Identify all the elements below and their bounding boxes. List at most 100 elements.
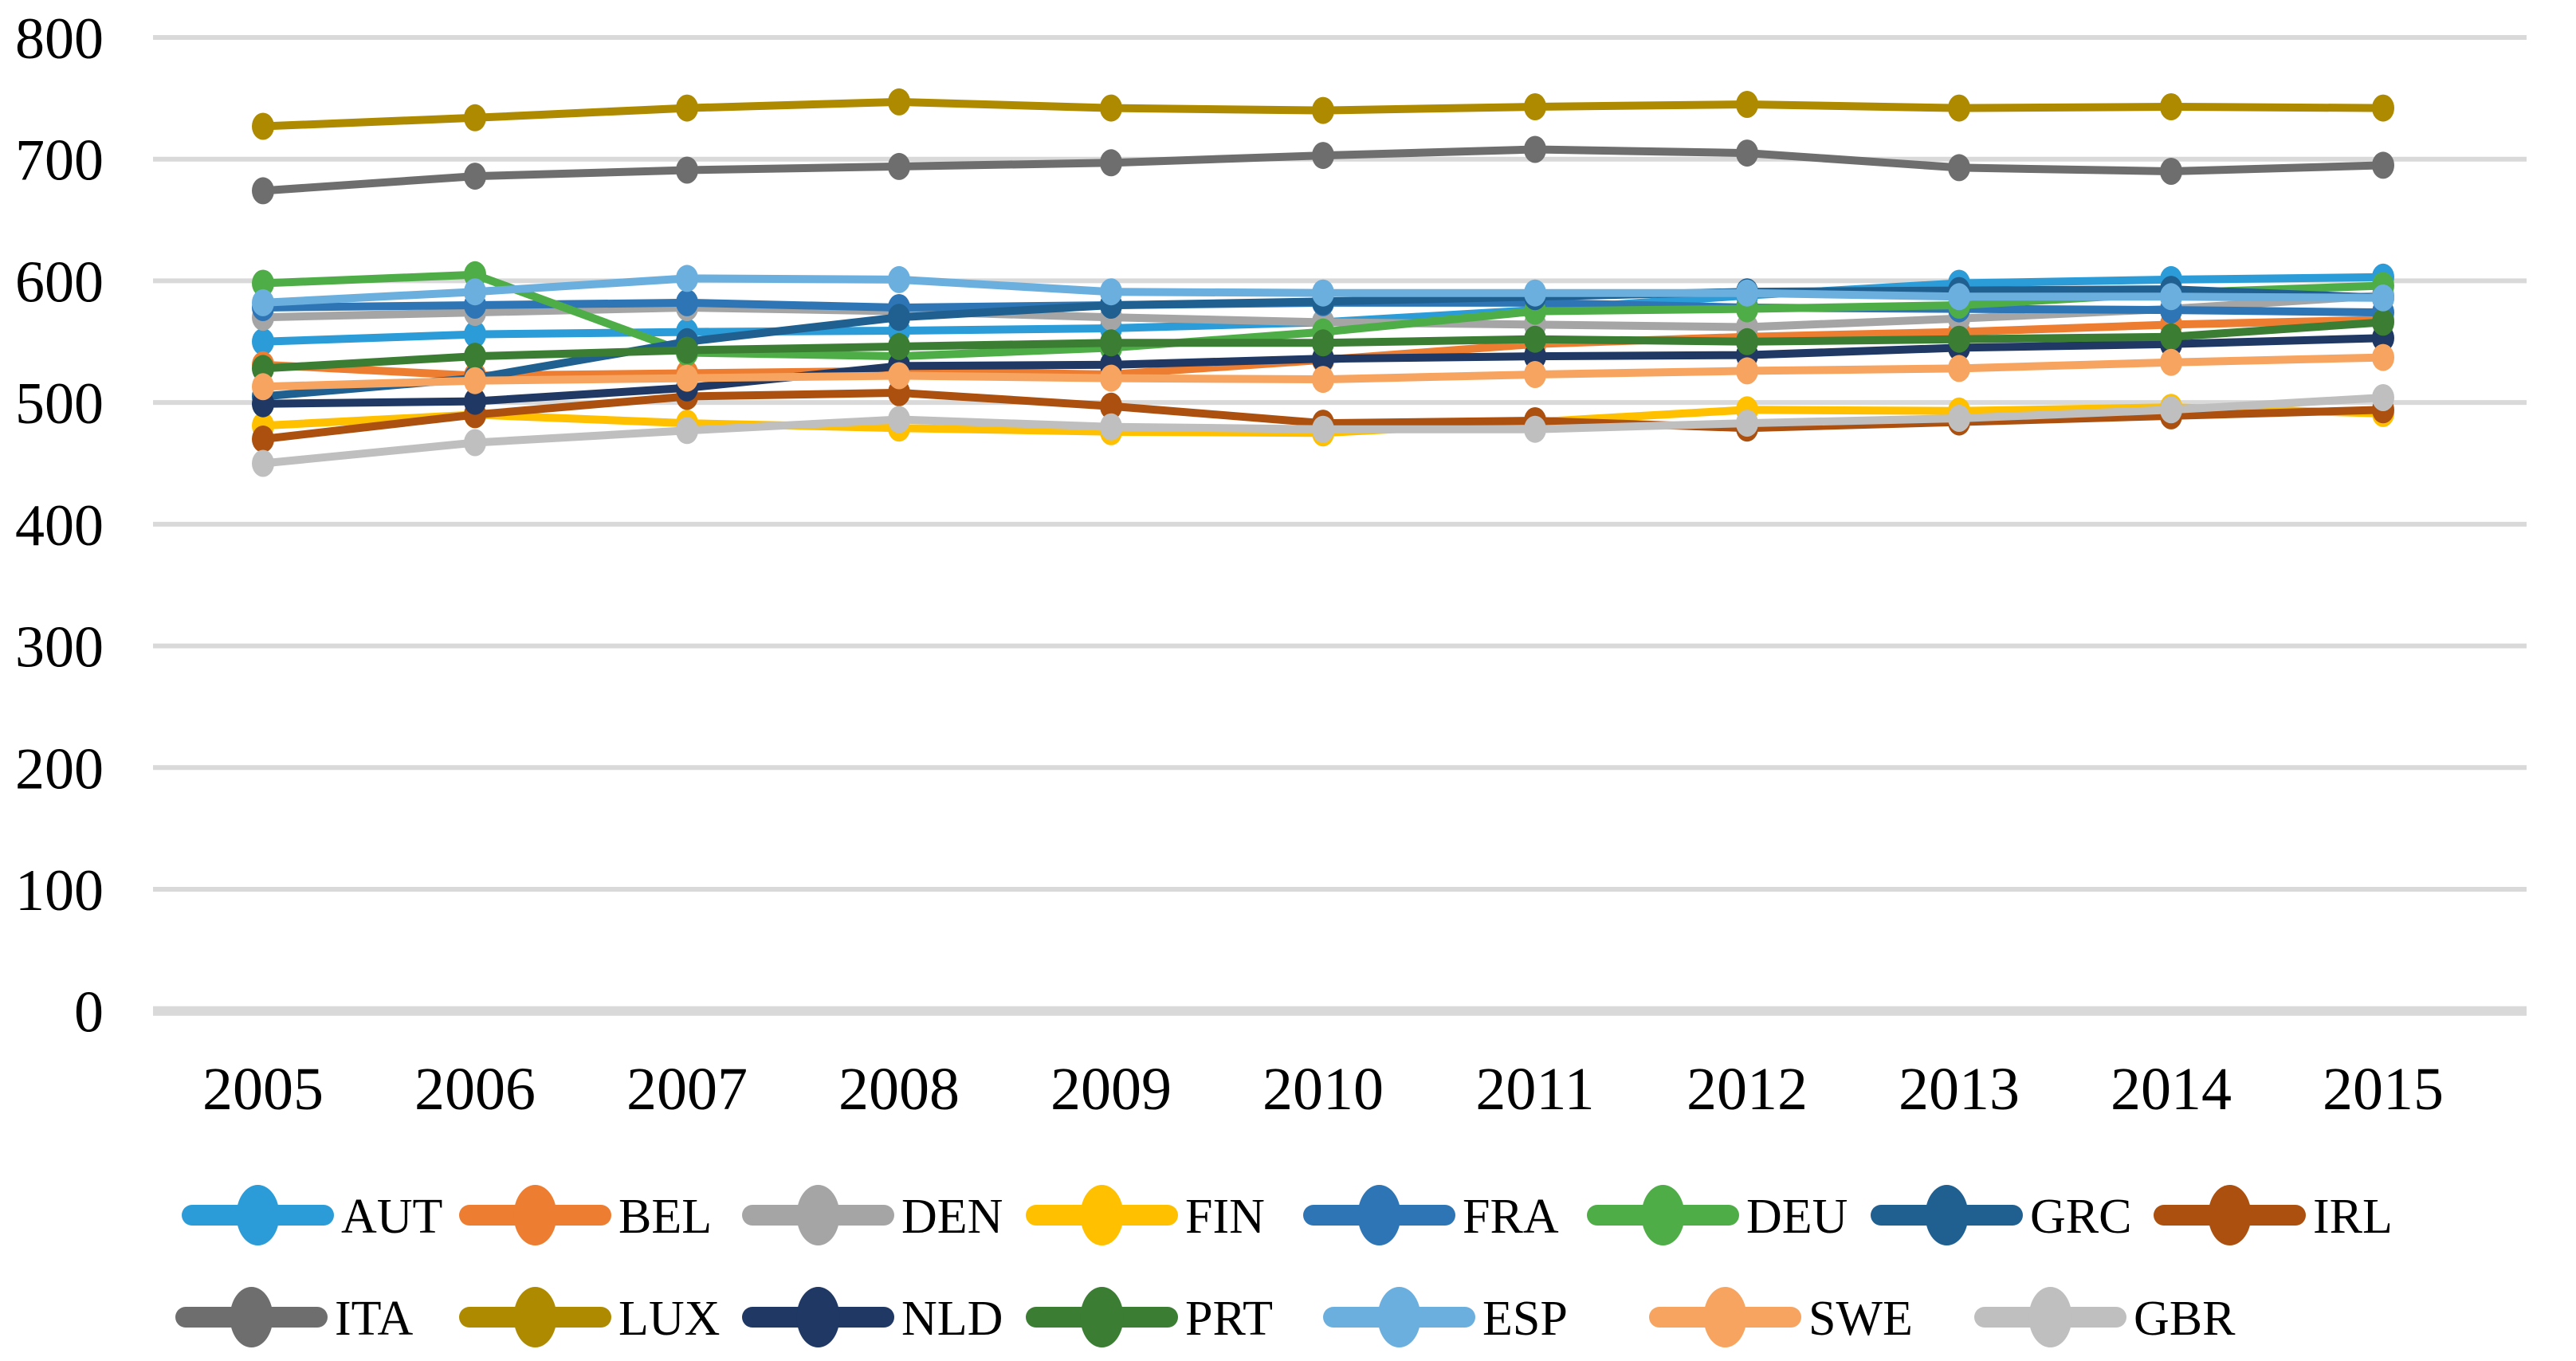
x-tick-label-2008: 2008: [838, 1056, 960, 1123]
x-tick-label-2010: 2010: [1262, 1056, 1384, 1123]
legend-swatch-marker-PRT: [1080, 1287, 1124, 1347]
legend-label-IRL: IRL: [2313, 1190, 2393, 1244]
marker-GBR-2007: [676, 417, 698, 445]
x-tick-label-2011: 2011: [1475, 1056, 1594, 1123]
legend-item-FRA: FRA: [1303, 1185, 1559, 1245]
marker-PRT-2015: [2372, 308, 2394, 336]
marker-SWE-2011: [1524, 361, 1546, 388]
marker-ITA-2015: [2372, 151, 2394, 179]
marker-PRT-2006: [464, 343, 486, 371]
legend-item-SWE: SWE: [1649, 1287, 1913, 1347]
marker-SWE-2013: [1948, 355, 1970, 382]
marker-ITA-2006: [464, 163, 486, 190]
marker-PRT-2011: [1524, 325, 1546, 353]
legend-label-NLD: NLD: [901, 1292, 1003, 1346]
legend-swatch-marker-DEU: [1641, 1185, 1685, 1245]
marker-PRT-2007: [676, 336, 698, 364]
marker-AUT-2005: [252, 328, 274, 355]
legend-label-ITA: ITA: [335, 1292, 414, 1346]
marker-ESP-2005: [252, 288, 274, 316]
marker-ESP-2009: [1100, 278, 1122, 306]
legend-item-ITA: ITA: [175, 1287, 414, 1347]
marker-ITA-2012: [1736, 139, 1758, 167]
y-tick-label-500: 500: [15, 371, 104, 437]
legend-swatch-marker-GBR: [2028, 1287, 2072, 1347]
marker-LUX-2014: [2160, 93, 2182, 120]
legend-swatch-marker-ITA: [230, 1287, 273, 1347]
series-ESP: [252, 265, 2394, 316]
marker-LUX-2015: [2372, 94, 2394, 122]
series-LUX: [252, 88, 2394, 140]
y-tick-label-800: 800: [15, 6, 104, 72]
marker-ESP-2012: [1736, 279, 1758, 307]
legend-item-NLD: NLD: [742, 1287, 1003, 1347]
marker-SWE-2012: [1736, 357, 1758, 385]
legend-label-BEL: BEL: [618, 1190, 712, 1244]
legend-label-GBR: GBR: [2134, 1292, 2236, 1346]
legend-swatch-marker-GRC: [1925, 1185, 1969, 1245]
legend-item-AUT: AUT: [182, 1185, 442, 1245]
marker-ESP-2007: [676, 265, 698, 292]
marker-ITA-2005: [252, 177, 274, 205]
legend-item-IRL: IRL: [2154, 1185, 2393, 1245]
marker-ESP-2010: [1312, 279, 1334, 307]
legend-item-LUX: LUX: [459, 1287, 720, 1347]
legend-label-AUT: AUT: [341, 1190, 442, 1244]
legend-item-GBR: GBR: [1974, 1287, 2236, 1347]
marker-ESP-2013: [1948, 283, 1970, 311]
legend-label-GRC: GRC: [2030, 1190, 2131, 1244]
marker-LUX-2006: [464, 104, 486, 131]
legend-label-LUX: LUX: [618, 1292, 720, 1346]
legend-item-ESP: ESP: [1323, 1287, 1568, 1347]
y-tick-label-100: 100: [15, 858, 104, 924]
marker-GBR-2010: [1312, 415, 1334, 443]
x-tick-label-2015: 2015: [2323, 1056, 2444, 1123]
legend-label-ESP: ESP: [1482, 1292, 1568, 1346]
marker-PRT-2010: [1312, 329, 1334, 357]
marker-ESP-2011: [1524, 279, 1546, 307]
marker-GBR-2008: [888, 406, 910, 433]
legend-item-GRC: GRC: [1871, 1185, 2131, 1245]
marker-IRL-2005: [252, 426, 274, 453]
marker-PRT-2014: [2160, 323, 2182, 351]
marker-GBR-2011: [1524, 415, 1546, 443]
legend-swatch-marker-DEN: [796, 1185, 840, 1245]
legend-row-2: ITA LUX NLD PRT ESP SWE GBR: [175, 1287, 2236, 1347]
marker-SWE-2015: [2372, 343, 2394, 371]
marker-ITA-2011: [1524, 135, 1546, 163]
x-axis-tick-labels: 2005 2006 2007 2008 2009 2010 2011 2012 2013 2014…: [202, 1056, 2444, 1123]
marker-IRL-2009: [1100, 392, 1122, 420]
marker-GRC-2008: [888, 304, 910, 331]
legend-label-DEN: DEN: [901, 1190, 1003, 1244]
series-ITA: [252, 135, 2394, 205]
y-tick-label-600: 600: [15, 249, 104, 315]
marker-ESP-2014: [2160, 283, 2182, 311]
legend-row-1: AUT BEL DEN FIN FRA DEU GRC IRL: [182, 1185, 2393, 1245]
x-tick-label-2014: 2014: [2111, 1056, 2232, 1123]
x-tick-label-2006: 2006: [414, 1056, 536, 1123]
marker-GBR-2009: [1100, 413, 1122, 441]
legend-item-DEU: DEU: [1587, 1185, 1848, 1245]
marker-ITA-2007: [676, 156, 698, 184]
legend-label-SWE: SWE: [1808, 1292, 1913, 1346]
y-tick-label-0: 0: [74, 980, 104, 1045]
marker-ESP-2006: [464, 278, 486, 306]
marker-GBR-2006: [464, 429, 486, 457]
marker-ITA-2010: [1312, 142, 1334, 170]
y-tick-label-300: 300: [15, 615, 104, 680]
marker-PRT-2013: [1948, 325, 1970, 353]
marker-GBR-2005: [252, 449, 274, 477]
marker-LUX-2013: [1948, 94, 1970, 122]
x-tick-label-2009: 2009: [1050, 1056, 1172, 1123]
marker-GBR-2015: [2372, 384, 2394, 411]
legend-swatch-marker-AUT: [236, 1185, 280, 1245]
x-tick-label-2013: 2013: [1899, 1056, 2020, 1123]
legend-swatch-marker-BEL: [513, 1185, 557, 1245]
gridlines: [153, 35, 2527, 1016]
legend-swatch-marker-ESP: [1377, 1287, 1421, 1347]
legend-swatch-marker-IRL: [2208, 1185, 2252, 1245]
marker-NLD-2006: [464, 387, 486, 415]
marker-DEU-2005: [252, 269, 274, 297]
